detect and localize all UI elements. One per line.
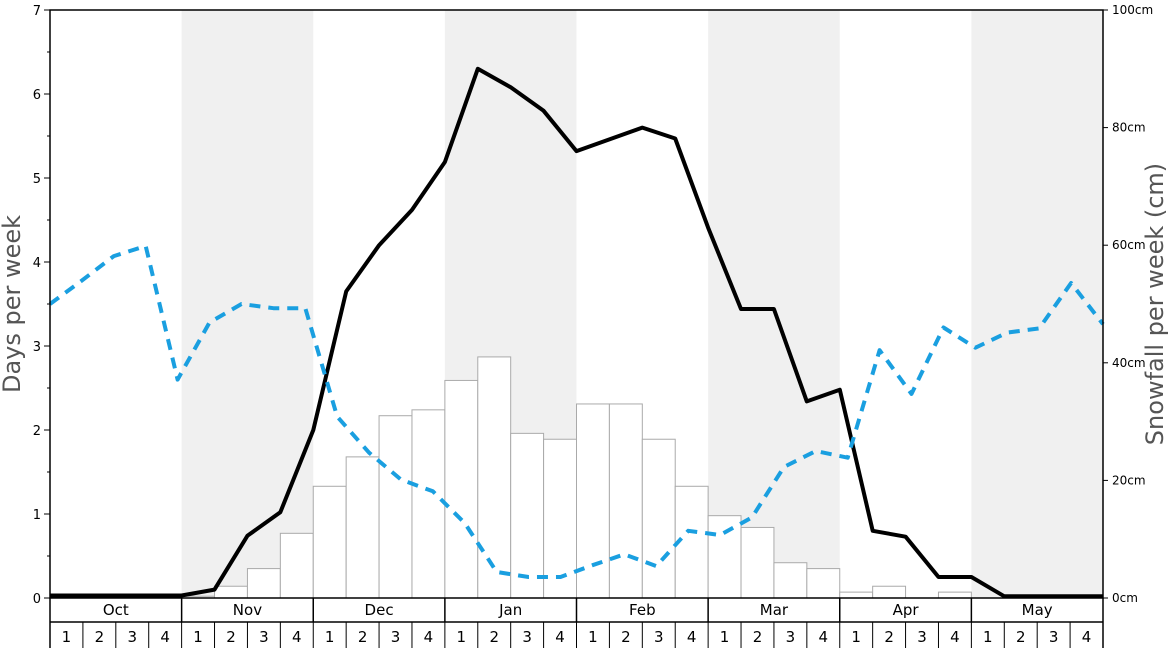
month-axis: Oct Nov Dec Jan Feb Mar Apr May <box>49 598 1104 623</box>
week-label: 3 <box>654 628 664 646</box>
left-tick-label: 4 <box>33 256 41 271</box>
month-shade-band <box>181 10 314 598</box>
week-label: 4 <box>687 628 697 646</box>
right-tick-label: 80cm <box>1112 121 1146 135</box>
week-label: 2 <box>884 628 894 646</box>
left-tick-label: 1 <box>33 508 41 523</box>
week-label: 2 <box>753 628 763 646</box>
week-label: 3 <box>522 628 532 646</box>
month-label: Nov <box>233 601 262 619</box>
week-label: 3 <box>1049 628 1059 646</box>
snowfall-bar <box>937 591 972 599</box>
week-label: 1 <box>588 628 598 646</box>
snowfall-bar <box>872 585 907 599</box>
snowfall-bar <box>608 403 643 599</box>
week-label: 2 <box>489 628 499 646</box>
right-axis-title: Snowfall per week (cm) <box>1141 163 1168 445</box>
snowfall-bar <box>477 356 512 599</box>
snowfall-bar <box>279 532 314 599</box>
snowfall-bar <box>345 456 380 599</box>
month-label: Feb <box>629 601 656 619</box>
snowfall-bar <box>740 526 775 599</box>
right-tick-label: 100cm <box>1112 3 1153 17</box>
solid-series-line <box>50 66 1103 599</box>
week-label: 4 <box>555 628 565 646</box>
dashed-series-line <box>48 244 1105 579</box>
month-shade-band <box>971 10 1103 598</box>
week-label: 4 <box>1082 628 1092 646</box>
month-label: Oct <box>103 601 129 619</box>
right-tick-label: 40cm <box>1112 356 1146 370</box>
snowfall-bar <box>444 379 479 599</box>
right-y-axis: 0cm 20cm 40cm 60cm 80cm 100cm <box>1103 3 1153 605</box>
week-label: 3 <box>259 628 269 646</box>
week-label: 2 <box>226 628 236 646</box>
snowfall-bar <box>839 591 874 599</box>
snowfall-bar <box>510 432 545 599</box>
week-label: 1 <box>62 628 72 646</box>
week-label: 4 <box>424 628 434 646</box>
left-tick-label: 6 <box>33 88 41 103</box>
week-label: 2 <box>95 628 105 646</box>
snowfall-bar <box>641 438 676 599</box>
week-label: 3 <box>917 628 927 646</box>
snowfall-bar <box>312 485 347 599</box>
right-tick-label: 60cm <box>1112 238 1146 252</box>
week-label: 1 <box>457 628 467 646</box>
left-axis-title: Days per week <box>0 215 26 393</box>
week-label: 4 <box>819 628 829 646</box>
left-tick-label: 7 <box>33 4 41 19</box>
week-label: 2 <box>1016 628 1026 646</box>
right-tick-label: 20cm <box>1112 473 1146 487</box>
left-tick-label: 0 <box>33 592 41 607</box>
week-label: 4 <box>292 628 302 646</box>
left-tick-label: 3 <box>33 340 41 355</box>
left-tick-label: 2 <box>33 424 41 439</box>
week-label: 4 <box>950 628 960 646</box>
month-shading-layer <box>181 10 1103 598</box>
month-label: Dec <box>365 601 394 619</box>
week-label: 1 <box>193 628 203 646</box>
month-label: Mar <box>760 601 789 619</box>
right-tick-label: 0cm <box>1112 591 1138 605</box>
week-label: 3 <box>127 628 137 646</box>
left-y-axis: 0 1 2 3 4 5 6 7 <box>33 4 50 607</box>
snowfall-bar <box>214 585 248 599</box>
week-label: 3 <box>391 628 401 646</box>
week-label: 1 <box>983 628 993 646</box>
week-label: 1 <box>325 628 335 646</box>
week-label: 1 <box>720 628 730 646</box>
week-label: 3 <box>786 628 796 646</box>
month-label: May <box>1022 601 1053 619</box>
week-label: 1 <box>851 628 861 646</box>
snowfall-bar <box>543 438 577 599</box>
month-label: Jan <box>498 601 522 619</box>
snowfall-bar <box>773 562 808 599</box>
snowfall-bar <box>246 568 281 599</box>
snowfall-bar <box>806 568 841 599</box>
week-label: 2 <box>358 628 368 646</box>
snowfall-bars <box>181 356 972 599</box>
month-shade-band <box>708 10 840 598</box>
month-label: Apr <box>893 601 920 619</box>
week-axis: 1 2 3 4 1 2 3 4 1 2 3 4 1 2 3 4 1 2 3 4 1 2 3 4 1 2 3 4 1 2 3 4 <box>49 622 1104 648</box>
week-label: 4 <box>160 628 170 646</box>
left-tick-label: 5 <box>33 172 41 187</box>
week-label: 2 <box>621 628 631 646</box>
snowfall-bar <box>674 485 709 599</box>
snowfall-bar <box>707 515 742 599</box>
snowfall-bar <box>411 409 446 599</box>
snowfall-bar <box>378 415 413 599</box>
series-lines <box>48 66 1105 599</box>
